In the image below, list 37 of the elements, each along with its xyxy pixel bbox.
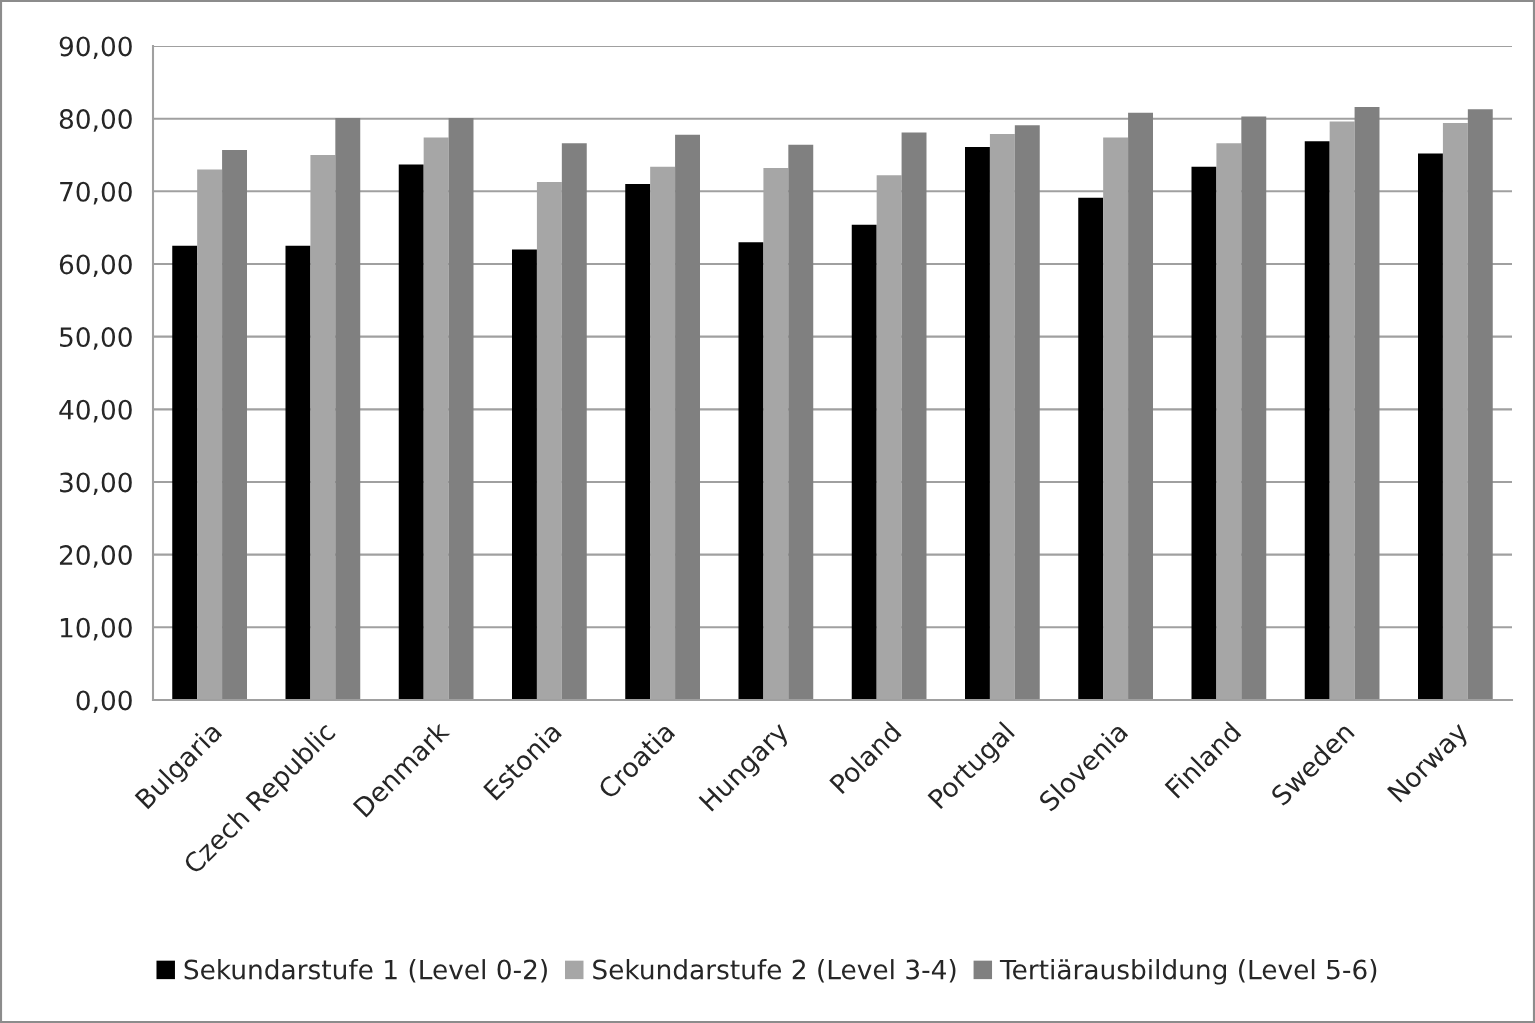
legend-label: Sekundarstufe 1 (Level 0-2) xyxy=(184,959,547,983)
y-tick-label: 40,00 xyxy=(59,399,132,423)
y-tick-label: 0,00 xyxy=(76,690,132,714)
bar xyxy=(222,149,247,700)
bar xyxy=(398,164,424,700)
bar xyxy=(1078,197,1104,700)
legend-label: Tertiärausbildung (Level 5-6) xyxy=(999,959,1377,985)
bar xyxy=(1467,109,1493,700)
y-tick-label: 10,00 xyxy=(60,617,132,641)
bar xyxy=(1304,141,1330,700)
bar xyxy=(285,245,311,700)
bar xyxy=(448,117,474,700)
bar xyxy=(901,132,927,700)
y-tick-label: 20,00 xyxy=(59,545,132,568)
y-tick-label: 70,00 xyxy=(60,181,132,205)
bar xyxy=(335,117,361,700)
y-tick-label: 30,00 xyxy=(60,472,132,496)
bar xyxy=(965,147,990,700)
legend-label: Sekundarstufe 2 (Level 3-4) xyxy=(593,959,956,983)
bar xyxy=(625,184,651,700)
bar xyxy=(172,245,198,700)
bar xyxy=(1191,166,1217,700)
y-tick-label: 80,00 xyxy=(59,109,132,132)
bar xyxy=(788,144,814,700)
bar xyxy=(851,224,877,700)
bar xyxy=(561,143,587,700)
bar xyxy=(1128,112,1153,700)
bar xyxy=(512,249,537,700)
bar xyxy=(1241,116,1267,700)
y-tick-label: 60,00 xyxy=(59,254,132,278)
bar xyxy=(1354,107,1380,700)
bar xyxy=(675,134,700,700)
y-tick-label: 90,00 xyxy=(59,36,132,60)
bar xyxy=(1418,153,1443,700)
bar xyxy=(1014,125,1040,700)
y-tick-label: 50,00 xyxy=(60,327,132,350)
bar xyxy=(738,242,764,700)
